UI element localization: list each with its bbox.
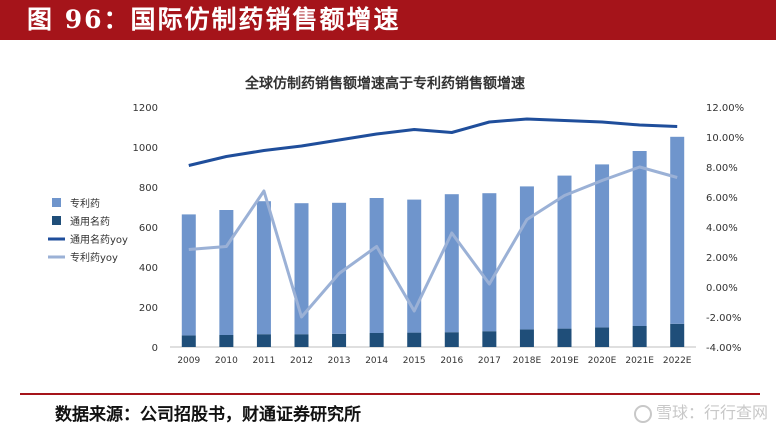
x-axis-tick-label: 2020E <box>588 356 617 366</box>
x-axis-tick-label: 2018E <box>513 356 542 366</box>
x-axis-tick-label: 2009 <box>177 356 200 366</box>
legend-label: 专利药 <box>70 197 100 210</box>
left-axis-tick-label: 0 <box>152 343 158 354</box>
bar-patent <box>557 175 572 329</box>
footer-rule <box>20 393 760 395</box>
bar-patent <box>181 214 196 336</box>
bar-generic <box>595 327 610 347</box>
bar-patent <box>407 199 422 333</box>
bar-generic <box>670 323 685 347</box>
x-axis-tick-label: 2022E <box>663 356 692 366</box>
bar-generic <box>519 329 534 347</box>
x-axis-tick-label: 2013 <box>328 356 351 366</box>
bar-patent <box>256 201 271 335</box>
x-axis-tick-label: 2015 <box>403 356 426 366</box>
right-axis-tick-label: 0.00% <box>706 283 738 294</box>
left-axis-tick-label: 1000 <box>133 143 158 154</box>
bar-generic <box>632 326 647 347</box>
bar-patent <box>219 210 234 335</box>
snowball-logo-icon <box>633 404 652 423</box>
bar-patent <box>632 151 647 326</box>
right-axis-tick-label: 8.00% <box>706 163 738 174</box>
x-axis-tick-label: 2014 <box>365 356 388 366</box>
right-axis-tick-label: -2.00% <box>706 313 741 324</box>
x-axis-tick-label: 2010 <box>215 356 238 366</box>
x-axis-tick-label: 2021E <box>625 356 654 366</box>
chart-title: 全球仿制药销售额增速高于专利药销售额增速 <box>244 75 525 92</box>
legend-swatch <box>52 198 61 207</box>
legend-label: 专利药yoy <box>70 251 118 264</box>
bar-generic <box>256 334 271 347</box>
figure-title: 图 96：国际仿制药销售额增速 <box>27 5 401 34</box>
right-axis-tick-label: 4.00% <box>706 223 738 234</box>
right-axis-tick-label: 6.00% <box>706 193 738 204</box>
bar-generic <box>219 335 234 347</box>
bar-patent <box>444 194 459 333</box>
bar-generic <box>369 333 384 347</box>
line-generic-yoy <box>188 117 678 167</box>
bar-generic <box>444 332 459 347</box>
right-axis-tick-label: -4.00% <box>706 343 741 354</box>
left-axis-tick-label: 200 <box>139 303 158 314</box>
x-axis-tick-label: 2016 <box>440 356 463 366</box>
bar-generic <box>181 335 196 347</box>
x-axis-tick-label: 2012 <box>290 356 313 366</box>
chart-svg: 全球仿制药销售额增速高于专利药销售额增速 0 200 400 600 800 1000 120… <box>48 75 744 366</box>
watermark-text: 雪球：行行查网 <box>655 403 768 422</box>
chart-area: 全球仿制药销售额增速高于专利药销售额增速 0 200 400 600 800 1000 120… <box>0 40 776 385</box>
bar-patent <box>595 164 610 328</box>
x-axis-tick-label: 2017 <box>478 356 501 366</box>
bar-generic <box>482 331 497 347</box>
left-axis-tick-label: 400 <box>139 263 158 274</box>
watermark: 雪球：行行查网 <box>633 399 768 423</box>
line-patent-yoy <box>188 165 678 319</box>
bar-generic <box>332 333 347 347</box>
header-bar: 图 96：国际仿制药销售额增速 <box>0 0 776 40</box>
right-axis-tick-label: 2.00% <box>706 253 738 264</box>
left-axis-tick-label: 600 <box>139 223 158 234</box>
legend-label: 通用名药yoy <box>70 233 128 246</box>
bar-patent <box>519 186 534 330</box>
legend-swatch <box>52 216 61 225</box>
legend-label: 通用名药 <box>70 215 110 228</box>
bar-generic <box>294 334 309 347</box>
x-axis-tick-label: 2011 <box>252 356 275 366</box>
right-axis-tick-label: 12.00% <box>706 103 744 114</box>
right-axis-tick-label: 10.00% <box>706 133 744 144</box>
bar-patent <box>670 136 685 324</box>
bar-generic <box>407 332 422 347</box>
bar-patent <box>482 193 497 332</box>
left-axis-tick-label: 1200 <box>133 103 158 114</box>
source-note: 数据来源：公司招股书，财通证券研究所 <box>55 405 361 425</box>
bar-generic <box>557 328 572 347</box>
bar-patent <box>332 202 347 334</box>
x-axis-tick-label: 2019E <box>550 356 579 366</box>
left-axis-tick-label: 800 <box>139 183 158 194</box>
bar-patent <box>369 198 384 333</box>
